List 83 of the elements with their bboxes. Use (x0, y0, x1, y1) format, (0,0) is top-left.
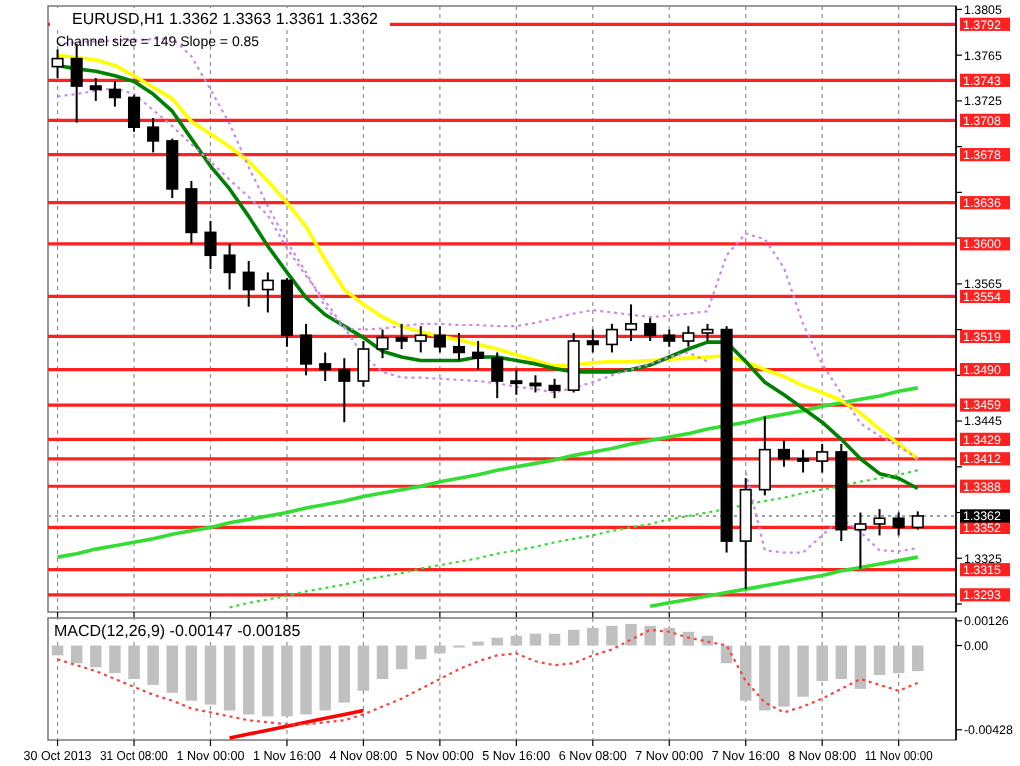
candlestick (758, 415, 771, 497)
bar (739, 645, 752, 701)
bar (204, 645, 217, 705)
candlestick (319, 351, 332, 383)
bar (548, 633, 561, 646)
candlestick (300, 322, 313, 377)
bar (587, 627, 599, 646)
candlestick (548, 377, 561, 400)
line-series (648, 555, 920, 609)
bar (892, 645, 905, 674)
candlestick (797, 448, 810, 474)
candlestick (433, 325, 446, 354)
line-series (55, 386, 920, 559)
candlestick (414, 325, 427, 354)
bar (797, 645, 809, 697)
candlestick (586, 328, 599, 354)
bar (395, 645, 408, 670)
bar (644, 625, 656, 646)
candlestick (108, 80, 121, 108)
bar (663, 627, 675, 646)
bar (242, 645, 255, 715)
candlestick (491, 351, 504, 400)
candlestick (777, 439, 791, 468)
candlestick (127, 94, 141, 133)
bar (415, 645, 427, 660)
bar (873, 645, 886, 676)
candlestick (472, 340, 485, 371)
candlestick (644, 317, 657, 343)
candlestick (452, 332, 466, 362)
line-series (228, 469, 919, 609)
bar (434, 645, 446, 654)
candlestick (682, 325, 695, 348)
bar (338, 645, 351, 703)
candlestick (89, 77, 102, 102)
candlestick (911, 510, 924, 531)
bar (147, 645, 159, 685)
candlestick (185, 179, 198, 245)
candlestick (261, 271, 274, 314)
candlestick (854, 511, 867, 570)
bar (567, 629, 580, 646)
candlestick (223, 242, 236, 291)
bar (912, 645, 924, 672)
bar (510, 635, 523, 646)
bar (376, 645, 389, 679)
candlestick (624, 303, 638, 343)
candlestick (204, 219, 217, 270)
candlestick (376, 328, 389, 360)
bar (223, 645, 236, 711)
bar (128, 645, 140, 679)
candlestick (357, 340, 370, 388)
candlestick (816, 442, 829, 474)
candlestick (892, 511, 905, 537)
bar (835, 645, 848, 679)
chart-title: EURUSD,H1 1.3362 1.3363 1.3361 1.3362 (72, 10, 380, 28)
bar (357, 645, 370, 691)
bar (319, 645, 331, 711)
chart-title: MACD(12,26,9) -0.00147 -0.00185 (54, 622, 302, 640)
candlestick (605, 322, 618, 354)
line-series (56, 628, 919, 726)
bar (759, 645, 771, 711)
line-series (227, 708, 366, 740)
bar (281, 645, 293, 717)
bar (166, 645, 178, 693)
candlestick (242, 259, 255, 308)
bar (300, 645, 312, 715)
candlestick (147, 117, 160, 154)
bar (816, 645, 828, 681)
bar (682, 631, 695, 646)
bar (262, 645, 274, 717)
bar (529, 633, 542, 646)
candlestick (338, 357, 351, 424)
bar (90, 645, 102, 668)
bar (70, 645, 83, 664)
candlestick (873, 508, 886, 537)
bar (854, 645, 867, 689)
bar (625, 623, 637, 646)
bar (778, 645, 790, 707)
candlestick (510, 368, 523, 396)
bar (491, 637, 503, 646)
bar (185, 645, 198, 701)
bar (109, 645, 121, 674)
candlestick (395, 322, 408, 351)
bar (606, 625, 618, 646)
